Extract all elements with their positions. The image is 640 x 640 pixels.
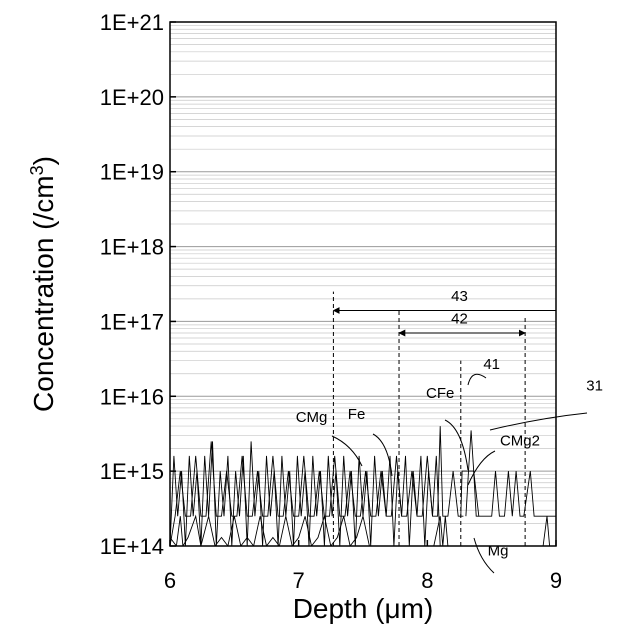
y-axis-title: Concentration (/cm3)	[27, 156, 59, 412]
range-label-42: 42	[451, 310, 468, 327]
y-tick-label: 1E+20	[100, 85, 164, 110]
annotation-cfe: CFe	[426, 385, 454, 402]
y-tick-label: 1E+19	[100, 160, 164, 185]
leader-line-41	[468, 374, 486, 385]
range-label-43: 43	[451, 288, 468, 305]
y-axis-ticks: 1E+14 1E+15 1E+16 1E+17 1E+18 1E+19 1E+20 1E+21	[100, 10, 176, 559]
y-axis-title-superscript: 3	[27, 165, 47, 175]
x-tick-label: 7	[293, 568, 305, 593]
y-axis-title-main: Concentration (/cm	[28, 175, 59, 412]
annotation-cmg2: CMg2	[500, 433, 540, 450]
range-arrows: 4342	[333, 288, 556, 333]
y-tick-label: 1E+16	[100, 384, 164, 409]
annotation-41: 41	[483, 356, 500, 373]
y-tick-label: 1E+21	[100, 10, 164, 35]
y-axis-title-tail: )	[28, 156, 59, 165]
y-tick-label: 1E+17	[100, 309, 164, 334]
annotation-31: 31	[586, 377, 603, 394]
leader-line-31	[490, 413, 587, 430]
y-tick-label: 1E+18	[100, 235, 164, 260]
series-layer	[170, 426, 556, 546]
annotations: 41 31 CMg Fe CFe CMg2 Mg	[296, 356, 603, 573]
leader-line-cmg2	[468, 451, 495, 485]
x-axis-title: Depth (μm)	[293, 593, 434, 624]
annotation-cmg: CMg	[296, 409, 328, 426]
x-tick-label: 9	[550, 568, 562, 593]
x-tick-label: 8	[421, 568, 433, 593]
y-tick-label: 1E+15	[100, 459, 164, 484]
series-line-cfe	[466, 430, 479, 516]
annotation-fe: Fe	[348, 406, 366, 423]
x-tick-label: 6	[164, 568, 176, 593]
annotation-mg: Mg	[488, 542, 509, 559]
gridlines	[170, 25, 556, 546]
y-tick-label: 1E+14	[100, 534, 164, 559]
leader-line-cfe	[445, 420, 468, 470]
leader-line-cmg	[332, 436, 362, 466]
